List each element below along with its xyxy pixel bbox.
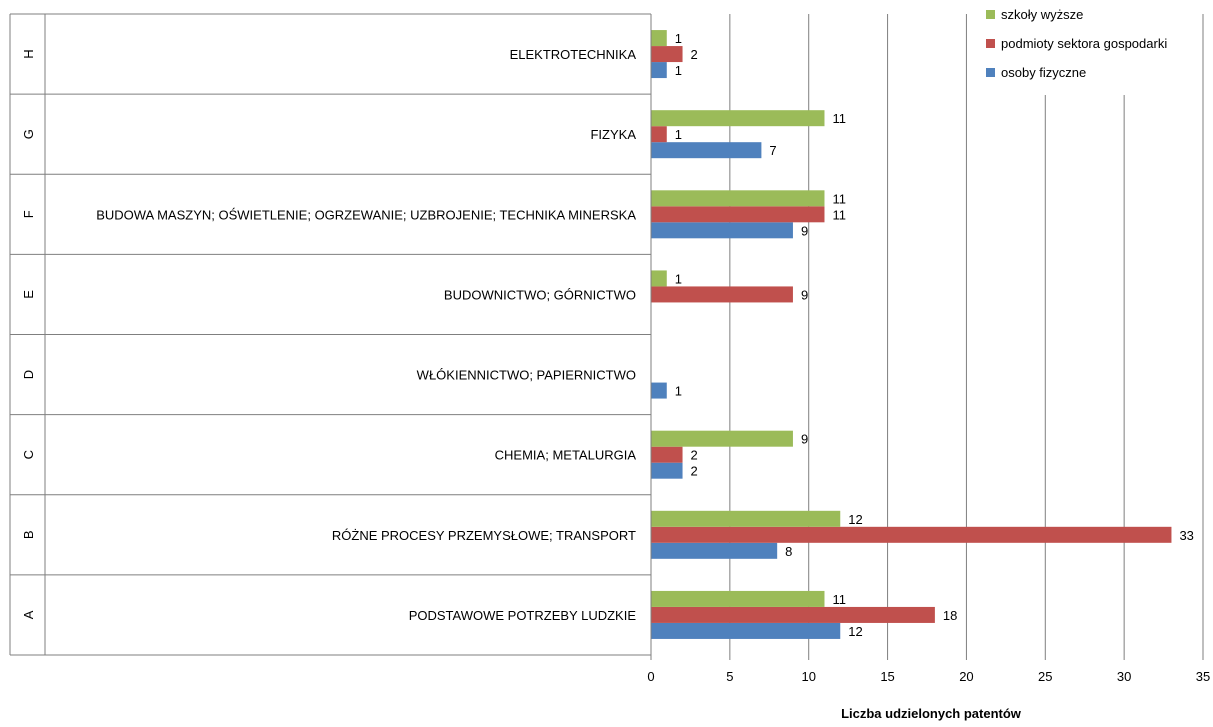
- section-label: H: [21, 49, 36, 58]
- data-label: 1: [675, 31, 682, 46]
- legend-swatch: [986, 10, 995, 19]
- x-tick-label-35: 35: [1196, 669, 1210, 684]
- data-label: 11: [832, 592, 846, 607]
- bar-podmioty-sektora-gospodarki: [651, 206, 825, 223]
- data-label: 11: [832, 207, 846, 222]
- x-axis-title: Liczba udzielonych patentów: [841, 706, 1022, 721]
- legend-swatch: [986, 39, 995, 48]
- x-tick-label-20: 20: [959, 669, 973, 684]
- section-label: E: [21, 290, 36, 299]
- section-label: A: [21, 610, 36, 619]
- bar-osoby-fizyczne: [651, 382, 667, 399]
- x-tick-label-30: 30: [1117, 669, 1131, 684]
- category-label: ELEKTROTECHNIKA: [510, 47, 637, 62]
- data-label: 8: [785, 544, 792, 559]
- category-label: BUDOWNICTWO; GÓRNICTWO: [444, 287, 636, 302]
- category-label: WŁÓKIENNICTWO; PAPIERNICTWO: [417, 368, 636, 383]
- data-label: 11: [832, 191, 846, 206]
- bar-osoby-fizyczne: [651, 542, 778, 559]
- section-label: B: [21, 530, 36, 539]
- section-label: G: [21, 129, 36, 139]
- data-label: 1: [675, 384, 682, 399]
- data-label: 1: [675, 127, 682, 142]
- data-label: 12: [848, 624, 862, 639]
- legend-box: [976, 0, 1202, 95]
- bar-osoby-fizyczne: [651, 142, 762, 159]
- bar-szkoły-wyższe: [651, 110, 825, 127]
- category-label: RÓŻNE PROCESY PRZEMYSŁOWE; TRANSPORT: [332, 528, 636, 543]
- data-label: 9: [801, 287, 808, 302]
- x-tick-label-10: 10: [801, 669, 815, 684]
- bar-podmioty-sektora-gospodarki: [651, 606, 935, 623]
- data-label: 2: [691, 464, 698, 479]
- bar-podmioty-sektora-gospodarki: [651, 46, 683, 63]
- bar-osoby-fizyczne: [651, 622, 841, 639]
- category-label: PODSTAWOWE POTRZEBY LUDZKIE: [409, 608, 637, 623]
- data-label: 12: [848, 512, 862, 527]
- bar-szkoły-wyższe: [651, 30, 667, 47]
- category-label: FIZYKA: [590, 127, 636, 142]
- legend-label: osoby fizyczne: [1001, 65, 1086, 80]
- data-label: 1: [675, 271, 682, 286]
- bar-szkoły-wyższe: [651, 430, 793, 447]
- bar-szkoły-wyższe: [651, 190, 825, 207]
- legend-swatch: [986, 68, 995, 77]
- bar-podmioty-sektora-gospodarki: [651, 286, 793, 303]
- x-tick-label-0: 0: [647, 669, 654, 684]
- bar-podmioty-sektora-gospodarki: [651, 126, 667, 143]
- bar-podmioty-sektora-gospodarki: [651, 526, 1172, 543]
- data-label: 2: [691, 47, 698, 62]
- bar-szkoły-wyższe: [651, 590, 825, 607]
- data-label: 9: [801, 223, 808, 238]
- data-label: 11: [832, 111, 846, 126]
- bar-podmioty-sektora-gospodarki: [651, 446, 683, 463]
- data-label: 7: [769, 143, 776, 158]
- data-label: 9: [801, 432, 808, 447]
- bar-osoby-fizyczne: [651, 62, 667, 79]
- x-tick-label-25: 25: [1038, 669, 1052, 684]
- data-label: 2: [691, 448, 698, 463]
- bar-osoby-fizyczne: [651, 462, 683, 479]
- bar-szkoły-wyższe: [651, 270, 667, 287]
- data-label: 18: [943, 608, 957, 623]
- x-tick-label-15: 15: [880, 669, 894, 684]
- data-label: 1: [675, 63, 682, 78]
- section-label: C: [21, 450, 36, 459]
- legend-label: szkoły wyższe: [1001, 7, 1083, 22]
- data-label: 33: [1179, 528, 1193, 543]
- category-label: CHEMIA; METALURGIA: [495, 448, 637, 463]
- x-tick-label-5: 5: [726, 669, 733, 684]
- bar-osoby-fizyczne: [651, 222, 793, 239]
- bar-szkoły-wyższe: [651, 510, 841, 527]
- section-label: F: [21, 210, 36, 218]
- legend-label: podmioty sektora gospodarki: [1001, 36, 1167, 51]
- section-label: D: [21, 370, 36, 379]
- category-label: BUDOWA MASZYN; OŚWIETLENIE; OGRZEWANIE; …: [96, 207, 636, 222]
